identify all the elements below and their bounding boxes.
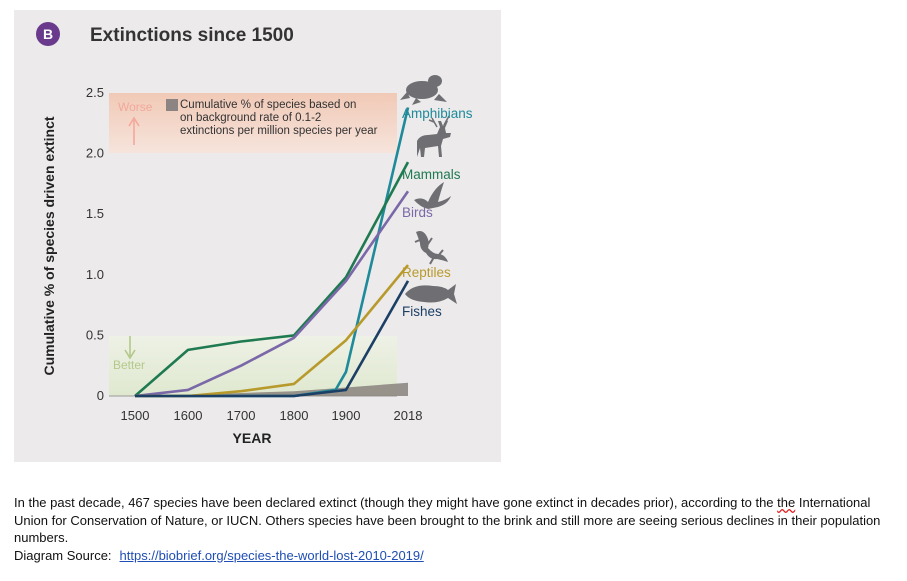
x-tick-label: 2018 (394, 408, 423, 423)
x-tick-label: 1600 (174, 408, 203, 423)
band-legend-swatch (166, 99, 178, 111)
y-tick-label: 1.5 (86, 206, 104, 221)
x-axis-ticks: 1500 1600 1700 1800 1900 2018 (121, 408, 423, 423)
y-tick-label: 2.0 (86, 146, 104, 161)
caption: In the past decade, 467 species have bee… (14, 494, 904, 564)
deer-icon (417, 116, 451, 157)
series-label-mammals: Mammals (402, 167, 461, 182)
x-tick-label: 1700 (227, 408, 256, 423)
chart-figure: B Extinctions since 1500 Worse Better Cu… (14, 10, 501, 462)
caption-paragraph: In the past decade, 467 species have bee… (14, 494, 904, 547)
series-label-amphibians: Amphibians (402, 106, 473, 121)
series-label-birds: Birds (402, 205, 433, 220)
band-legend-line: on background rate of 0.1-2 (180, 112, 321, 124)
band-legend-line: Cumulative % of species based on (180, 99, 356, 111)
extinction-chart: B Extinctions since 1500 Worse Better Cu… (14, 10, 501, 462)
frog-icon (400, 75, 447, 105)
fish-icon (405, 284, 457, 304)
caption-squiggle-word: the (777, 495, 795, 510)
y-axis-label: Cumulative % of species driven extinct (41, 116, 57, 375)
x-tick-label: 1800 (280, 408, 309, 423)
band-legend-line: extinctions per million species per year (180, 125, 378, 137)
y-tick-label: 0 (97, 388, 104, 403)
x-axis-label: YEAR (233, 430, 272, 446)
series-label-reptiles: Reptiles (402, 265, 451, 280)
caption-source-line: Diagram Source: https://biobrief.org/spec… (14, 547, 904, 565)
source-label: Diagram Source: (14, 548, 112, 563)
caption-text-before: In the past decade, 467 species have bee… (14, 495, 777, 510)
x-tick-label: 1900 (332, 408, 361, 423)
source-link[interactable]: https://biobrief.org/species-the-world-l… (120, 548, 424, 563)
chart-title: Extinctions since 1500 (90, 25, 294, 46)
x-tick-label: 1500 (121, 408, 150, 423)
y-tick-label: 0.5 (86, 327, 104, 342)
series-label-fishes: Fishes (402, 304, 442, 319)
y-tick-label: 2.5 (86, 85, 104, 100)
badge-letter: B (43, 26, 53, 42)
lizard-icon (415, 231, 448, 264)
y-tick-label: 1.0 (86, 267, 104, 282)
worse-label: Worse (118, 100, 153, 114)
better-label: Better (113, 358, 145, 372)
y-axis-ticks: 0 0.5 1.0 1.5 2.0 2.5 (86, 85, 104, 403)
